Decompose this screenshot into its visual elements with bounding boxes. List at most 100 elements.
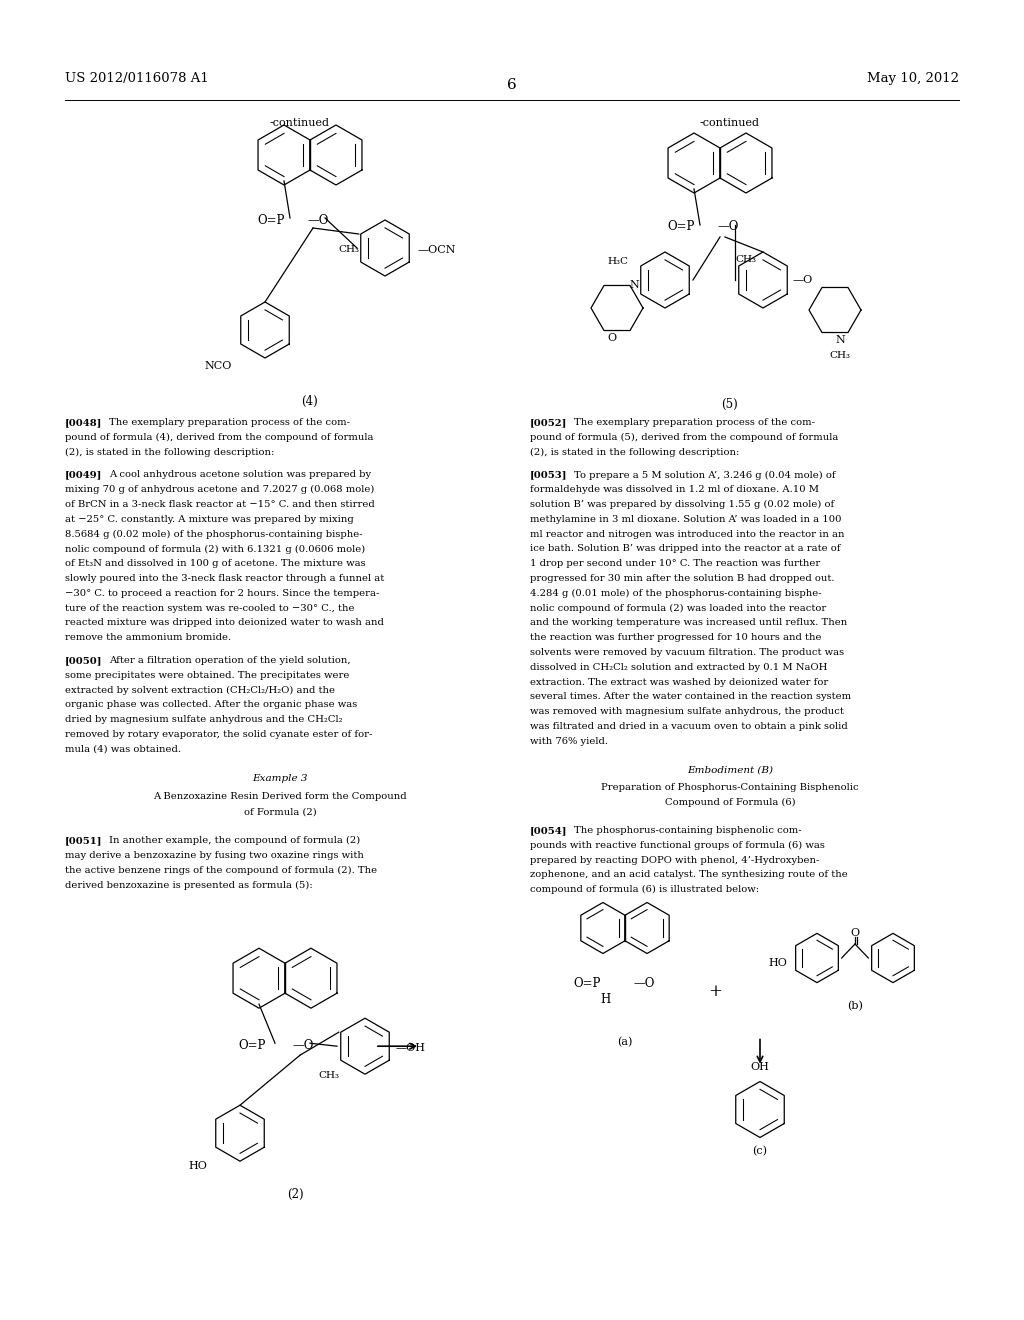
- Text: removed by rotary evaporator, the solid cyanate ester of for-: removed by rotary evaporator, the solid …: [65, 730, 373, 739]
- Text: extraction. The extract was washed by deionized water for: extraction. The extract was washed by de…: [530, 677, 828, 686]
- Text: was filtrated and dried in a vacuum oven to obtain a pink solid: was filtrated and dried in a vacuum oven…: [530, 722, 848, 731]
- Text: To prepare a 5 M solution A’, 3.246 g (0.04 mole) of: To prepare a 5 M solution A’, 3.246 g (0…: [574, 470, 836, 479]
- Text: In another example, the compound of formula (2): In another example, the compound of form…: [109, 836, 360, 845]
- Text: CH₃: CH₃: [318, 1071, 339, 1080]
- Text: ture of the reaction system was re-cooled to −30° C., the: ture of the reaction system was re-coole…: [65, 603, 354, 612]
- Text: (a): (a): [617, 1036, 633, 1047]
- Text: —O: —O: [717, 220, 738, 234]
- Text: −30° C. to proceed a reaction for 2 hours. Since the tempera-: −30° C. to proceed a reaction for 2 hour…: [65, 589, 379, 598]
- Text: (2), is stated in the following description:: (2), is stated in the following descript…: [530, 447, 739, 457]
- Text: The exemplary preparation process of the com-: The exemplary preparation process of the…: [574, 418, 815, 426]
- Text: CH₃: CH₃: [829, 351, 851, 360]
- Text: of BrCN in a 3-neck flask reactor at −15° C. and then stirred: of BrCN in a 3-neck flask reactor at −15…: [65, 500, 375, 510]
- Text: may derive a benzoxazine by fusing two oxazine rings with: may derive a benzoxazine by fusing two o…: [65, 851, 364, 859]
- Text: 8.5684 g (0.02 mole) of the phosphorus-containing bisphe-: 8.5684 g (0.02 mole) of the phosphorus-c…: [65, 529, 362, 539]
- Text: O=P: O=P: [238, 1039, 265, 1052]
- Text: A cool anhydrous acetone solution was prepared by: A cool anhydrous acetone solution was pr…: [109, 470, 371, 479]
- Text: the reaction was further progressed for 10 hours and the: the reaction was further progressed for …: [530, 634, 821, 643]
- Text: HO: HO: [188, 1162, 207, 1171]
- Text: —OH: —OH: [396, 1043, 426, 1053]
- Text: of Et₃N and dissolved in 100 g of acetone. The mixture was: of Et₃N and dissolved in 100 g of aceton…: [65, 560, 366, 568]
- Text: reacted mixture was dripped into deionized water to wash and: reacted mixture was dripped into deioniz…: [65, 618, 384, 627]
- Text: ice bath. Solution B’ was dripped into the reactor at a rate of: ice bath. Solution B’ was dripped into t…: [530, 544, 841, 553]
- Text: -continued: -continued: [700, 117, 760, 128]
- Text: dissolved in CH₂Cl₂ solution and extracted by 0.1 M NaOH: dissolved in CH₂Cl₂ solution and extract…: [530, 663, 827, 672]
- Text: the active benzene rings of the compound of formula (2). The: the active benzene rings of the compound…: [65, 866, 377, 875]
- Text: and the working temperature was increased until reflux. Then: and the working temperature was increase…: [530, 618, 847, 627]
- Text: nolic compound of formula (2) with 6.1321 g (0.0606 mole): nolic compound of formula (2) with 6.132…: [65, 544, 366, 553]
- Text: —O: —O: [307, 214, 329, 227]
- Text: (5): (5): [722, 399, 738, 411]
- Text: O: O: [607, 333, 616, 343]
- Text: [0054]: [0054]: [530, 826, 567, 836]
- Text: CH₃: CH₃: [338, 246, 359, 255]
- Text: derived benzoxazine is presented as formula (5):: derived benzoxazine is presented as form…: [65, 880, 312, 890]
- Text: N: N: [629, 280, 639, 290]
- Text: -continued: -continued: [270, 117, 330, 128]
- Text: Preparation of Phosphorus-Containing Bisphenolic: Preparation of Phosphorus-Containing Bis…: [601, 783, 859, 792]
- Text: [0049]: [0049]: [65, 470, 102, 479]
- Text: OH: OH: [751, 1061, 769, 1072]
- Text: US 2012/0116078 A1: US 2012/0116078 A1: [65, 73, 209, 84]
- Text: H: H: [600, 993, 610, 1006]
- Text: 1 drop per second under 10° C. The reaction was further: 1 drop per second under 10° C. The react…: [530, 560, 820, 568]
- Text: After a filtration operation of the yield solution,: After a filtration operation of the yiel…: [109, 656, 350, 665]
- Text: Example 3: Example 3: [252, 774, 308, 783]
- Text: [0050]: [0050]: [65, 656, 102, 665]
- Text: NCO: NCO: [205, 360, 232, 371]
- Text: The phosphorus-containing bisphenolic com-: The phosphorus-containing bisphenolic co…: [574, 826, 802, 836]
- Text: Embodiment (B): Embodiment (B): [687, 766, 773, 775]
- Text: (4): (4): [302, 395, 318, 408]
- Text: [0053]: [0053]: [530, 470, 567, 479]
- Text: May 10, 2012: May 10, 2012: [867, 73, 959, 84]
- Text: A Benzoxazine Resin Derived form the Compound: A Benzoxazine Resin Derived form the Com…: [154, 792, 407, 801]
- Text: solution B’ was prepared by dissolving 1.55 g (0.02 mole) of: solution B’ was prepared by dissolving 1…: [530, 500, 835, 510]
- Text: Compound of Formula (6): Compound of Formula (6): [665, 799, 796, 808]
- Text: —O: —O: [633, 977, 654, 990]
- Text: mixing 70 g of anhydrous acetone and 7.2027 g (0.068 mole): mixing 70 g of anhydrous acetone and 7.2…: [65, 486, 375, 494]
- Text: O=P: O=P: [573, 977, 600, 990]
- Text: —O: —O: [292, 1039, 313, 1052]
- Text: mula (4) was obtained.: mula (4) was obtained.: [65, 744, 181, 754]
- Text: O=P: O=P: [667, 220, 694, 234]
- Text: CH₃: CH₃: [735, 255, 756, 264]
- Text: [0048]: [0048]: [65, 418, 102, 426]
- Text: zophenone, and an acid catalyst. The synthesizing route of the: zophenone, and an acid catalyst. The syn…: [530, 870, 848, 879]
- Text: dried by magnesium sulfate anhydrous and the CH₂Cl₂: dried by magnesium sulfate anhydrous and…: [65, 715, 343, 725]
- Text: was removed with magnesium sulfate anhydrous, the product: was removed with magnesium sulfate anhyd…: [530, 708, 844, 717]
- Text: prepared by reacting DOPO with phenol, 4’-Hydroxyben-: prepared by reacting DOPO with phenol, 4…: [530, 855, 819, 865]
- Text: several times. After the water contained in the reaction system: several times. After the water contained…: [530, 693, 851, 701]
- Text: pound of formula (5), derived from the compound of formula: pound of formula (5), derived from the c…: [530, 433, 839, 442]
- Text: organic phase was collected. After the organic phase was: organic phase was collected. After the o…: [65, 701, 357, 709]
- Text: —OCN: —OCN: [418, 246, 457, 255]
- Text: N: N: [836, 335, 845, 345]
- Text: of Formula (2): of Formula (2): [244, 808, 316, 816]
- Text: methylamine in 3 ml dioxane. Solution A’ was loaded in a 100: methylamine in 3 ml dioxane. Solution A’…: [530, 515, 842, 524]
- Text: O: O: [851, 928, 859, 939]
- Text: The exemplary preparation process of the com-: The exemplary preparation process of the…: [109, 418, 350, 426]
- Text: (b): (b): [847, 1001, 863, 1011]
- Text: formaldehyde was dissolved in 1.2 ml of dioxane. A.10 M: formaldehyde was dissolved in 1.2 ml of …: [530, 486, 819, 494]
- Text: 4.284 g (0.01 mole) of the phosphorus-containing bisphe-: 4.284 g (0.01 mole) of the phosphorus-co…: [530, 589, 821, 598]
- Text: —O: —O: [793, 275, 813, 285]
- Text: ml reactor and nitrogen was introduced into the reactor in an: ml reactor and nitrogen was introduced i…: [530, 529, 845, 539]
- Text: pound of formula (4), derived from the compound of formula: pound of formula (4), derived from the c…: [65, 433, 374, 442]
- Text: some precipitates were obtained. The precipitates were: some precipitates were obtained. The pre…: [65, 671, 349, 680]
- Text: progressed for 30 min after the solution B had dropped out.: progressed for 30 min after the solution…: [530, 574, 835, 583]
- Text: pounds with reactive functional groups of formula (6) was: pounds with reactive functional groups o…: [530, 841, 825, 850]
- Text: [0051]: [0051]: [65, 836, 102, 845]
- Text: compound of formula (6) is illustrated below:: compound of formula (6) is illustrated b…: [530, 886, 759, 895]
- Text: solvents were removed by vacuum filtration. The product was: solvents were removed by vacuum filtrati…: [530, 648, 844, 657]
- Text: extracted by solvent extraction (CH₂Cl₂/H₂O) and the: extracted by solvent extraction (CH₂Cl₂/…: [65, 685, 335, 694]
- Text: 6: 6: [507, 78, 517, 92]
- Text: nolic compound of formula (2) was loaded into the reactor: nolic compound of formula (2) was loaded…: [530, 603, 826, 612]
- Text: +: +: [708, 983, 722, 1001]
- Text: [0052]: [0052]: [530, 418, 567, 426]
- Text: slowly poured into the 3-neck flask reactor through a funnel at: slowly poured into the 3-neck flask reac…: [65, 574, 384, 583]
- Text: (2): (2): [287, 1188, 303, 1201]
- Text: remove the ammonium bromide.: remove the ammonium bromide.: [65, 634, 231, 643]
- Text: (2), is stated in the following description:: (2), is stated in the following descript…: [65, 447, 274, 457]
- Text: HO: HO: [768, 958, 787, 968]
- Text: with 76% yield.: with 76% yield.: [530, 737, 608, 746]
- Text: at −25° C. constantly. A mixture was prepared by mixing: at −25° C. constantly. A mixture was pre…: [65, 515, 353, 524]
